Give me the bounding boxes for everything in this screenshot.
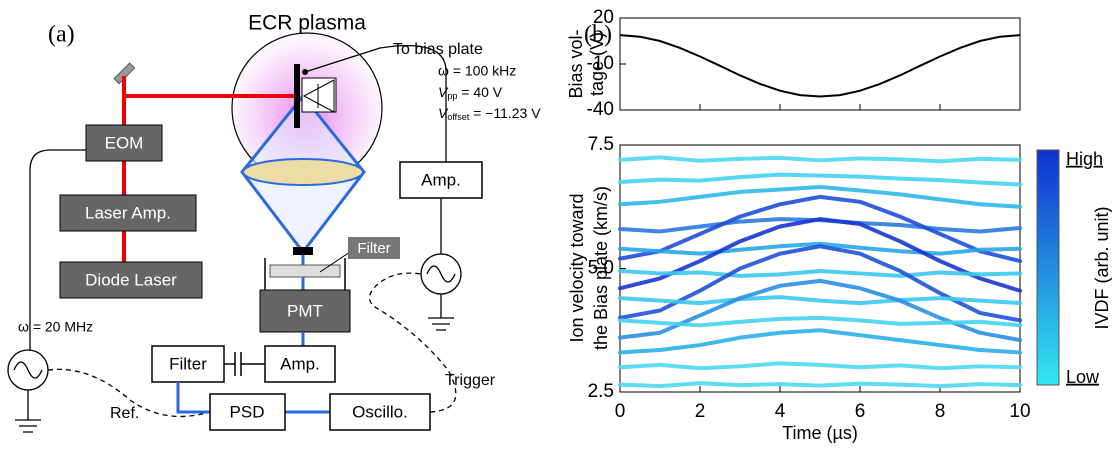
y-tick-label: 7.5 [588, 134, 614, 155]
colorbar-high: High [1066, 149, 1103, 169]
eom-label: EOM [105, 133, 144, 152]
ref-frequency: ω = 20 MHz [18, 319, 93, 335]
velocity-trace [620, 175, 1020, 185]
lens [243, 159, 363, 185]
bias-offset: Voffset = −11.23 V [438, 105, 541, 123]
plasma-label: ECR plasma [248, 12, 366, 35]
amp-label: Amp. [421, 170, 461, 189]
bias-frequency: ω = 100 kHz [438, 63, 516, 79]
data-line [620, 35, 1020, 96]
y-axis-label: the Bias plate (km/s) [591, 186, 611, 350]
x-tick-label: 0 [615, 401, 626, 422]
oscillo-label: Oscillo. [352, 402, 408, 421]
velocity-trace [620, 318, 1020, 325]
filter-box-label: Filter [169, 354, 207, 373]
bias-vpp: Vpp = 40 V [438, 84, 503, 102]
velocity-trace [620, 383, 1020, 386]
trigger-label: Trigger [445, 372, 496, 389]
pmt-label: PMT [287, 301, 323, 320]
x-tick-label: 4 [775, 401, 786, 422]
y-tick-label: 2.5 [588, 381, 614, 402]
x-tick-label: 10 [1009, 401, 1030, 422]
diode-laser-label: Diode Laser [85, 270, 177, 289]
ground [428, 294, 454, 330]
x-axis-label: Time (µs) [782, 423, 858, 443]
velocity-trace [620, 363, 1020, 368]
velocity-trace [620, 246, 1020, 320]
ground [15, 390, 41, 432]
colorbar-label: IVDF (arb. unit) [1092, 206, 1112, 329]
x-tick-label: 6 [855, 401, 866, 422]
x-tick-label: 2 [695, 401, 706, 422]
bias-plate-label: To bias plate [393, 41, 483, 58]
panel-label: (a) [48, 22, 75, 48]
velocity-trace [620, 271, 1020, 276]
pinhole [293, 247, 313, 255]
y-axis-label: Bias vol- [566, 29, 586, 98]
y-tick-label: 20 [593, 7, 614, 28]
y-axis-label: tage (V) [587, 32, 607, 96]
capacitor [224, 352, 251, 376]
colorbar-low: Low [1066, 367, 1100, 387]
y-tick-label: -40 [587, 99, 614, 120]
amp-label: Amp. [280, 354, 320, 373]
laser-amp-label: Laser Amp. [85, 203, 171, 222]
psd-label: PSD [230, 402, 265, 421]
x-tick-label: 8 [935, 401, 946, 422]
y-axis-label: Ion velocity toward [567, 193, 587, 342]
velocity-trace [620, 330, 1020, 352]
figure: (a) ECR plasma To bias plate ω = 100 kHz… [0, 0, 1120, 450]
filter [270, 265, 340, 277]
ref-label: Ref. [110, 405, 139, 422]
velocity-trace [620, 157, 1020, 161]
setup-diagram: (a) ECR plasma To bias plate ω = 100 kHz… [8, 12, 541, 432]
colorbar [1037, 150, 1059, 385]
probe [302, 78, 336, 112]
filter-tag-label: Filter [357, 240, 390, 257]
